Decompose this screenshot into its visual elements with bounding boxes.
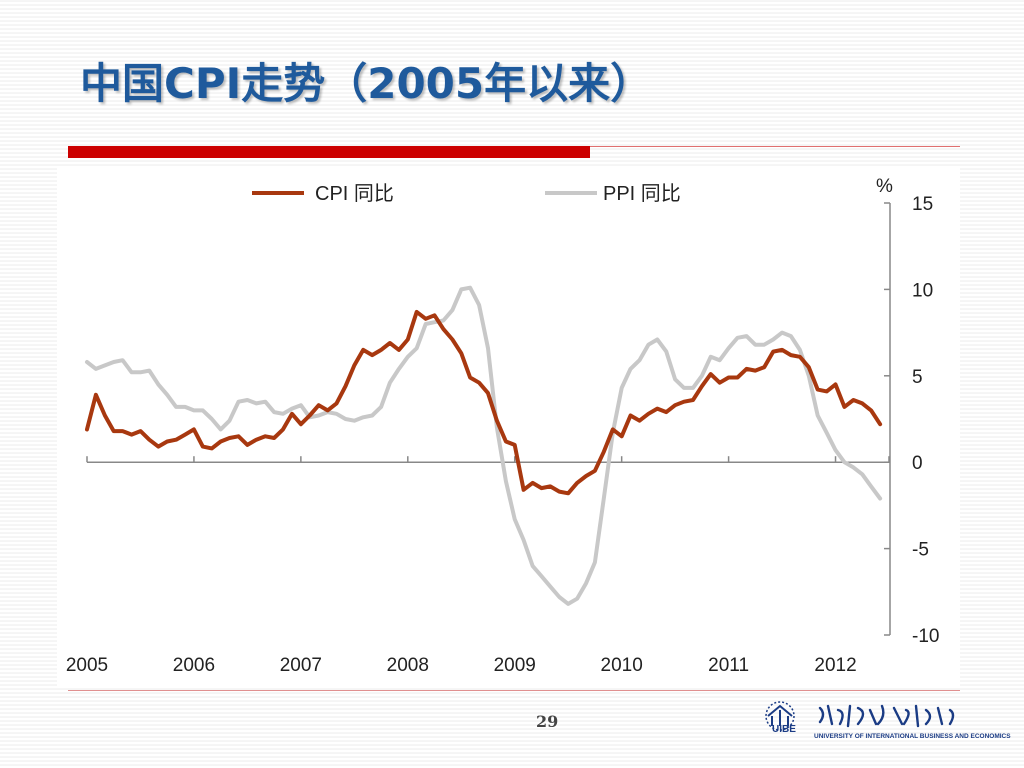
ppi-series-line: [85, 285, 883, 606]
y-tick-label: -5: [912, 540, 929, 561]
y-tick-label: 0: [912, 453, 923, 474]
university-logo: [765, 701, 955, 731]
x-tick-label: 2011: [708, 655, 749, 676]
x-tick-label: 2008: [387, 655, 429, 676]
slide-title: 中国CPI走势（2005年以来）: [80, 59, 653, 108]
title-accent-bar: [68, 146, 590, 158]
x-tick-label: 2005: [66, 655, 108, 676]
y-tick-label: 15: [912, 194, 933, 215]
y-tick-label: -10: [912, 626, 939, 647]
chart-panel: CPI 同比 PPI 同比 15 10 5 0 -5 -10% 2005 2006 2007 20…: [57, 168, 960, 688]
chart-legend: CPI 同比 PPI 同比: [252, 182, 681, 205]
page-number: 29: [536, 712, 559, 731]
x-tick-label: 2010: [601, 655, 643, 676]
y-unit-label: %: [876, 176, 893, 197]
footer-divider-line: [68, 690, 960, 691]
x-tick-label: 2012: [814, 655, 856, 676]
x-tick-label: 2006: [173, 655, 215, 676]
logo-caption: UNIVERSITY OF INTERNATIONAL BUSINESS AND…: [814, 733, 1011, 740]
plot-area: [85, 285, 883, 606]
y-axis: 15 10 5 0 -5 -10%: [876, 176, 939, 647]
x-axis: 2005 2006 2007 2008 2009 2010 2011 2012: [66, 655, 857, 676]
y-tick-label: 5: [912, 367, 923, 388]
x-tick-label: 2007: [280, 655, 322, 676]
cpi-series-line: [85, 309, 883, 496]
title-divider-line: [590, 146, 960, 147]
x-tick-label: 2009: [494, 655, 536, 676]
y-tick-label: 10: [912, 280, 933, 301]
x-axis-baseline: [86, 456, 890, 463]
logo-abbreviation: UIBE: [772, 724, 796, 735]
legend-label-cpi: CPI 同比: [315, 182, 394, 205]
legend-label-ppi: PPI 同比: [603, 182, 681, 205]
